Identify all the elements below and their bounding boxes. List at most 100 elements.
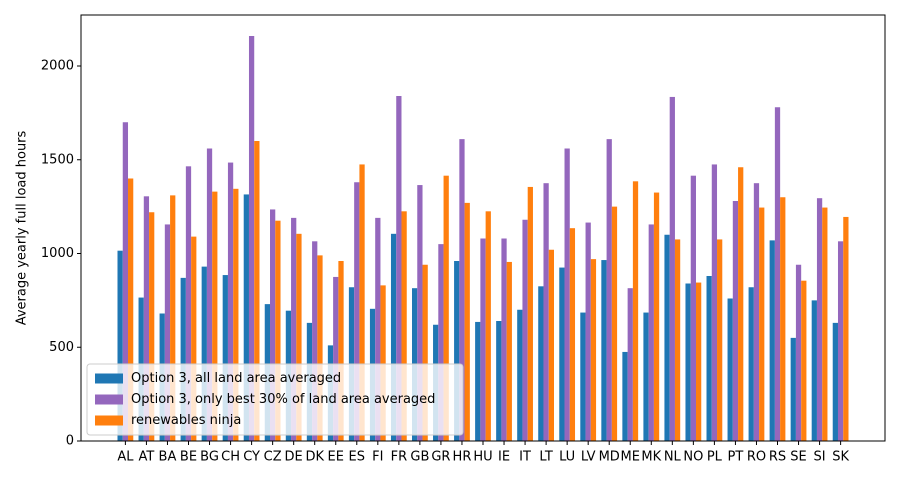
x-tick-label: LV: [581, 450, 596, 465]
bar: [401, 211, 407, 441]
y-tick-label: 1000: [41, 246, 74, 261]
bar: [837, 241, 844, 441]
bar: [212, 191, 218, 441]
x-tick-label: NO: [683, 450, 703, 465]
x-tick-label: FR: [391, 450, 408, 465]
bar: [275, 220, 281, 441]
bar: [669, 96, 675, 441]
bar: [454, 261, 460, 441]
bar: [711, 164, 718, 441]
bar: [312, 241, 318, 441]
bar: [690, 175, 696, 441]
bar: [601, 260, 607, 441]
bar: [475, 321, 481, 441]
bar: [548, 249, 554, 441]
bar: [527, 186, 533, 441]
x-tick-label: FI: [372, 450, 383, 465]
bar: [464, 202, 470, 441]
bar: [359, 164, 365, 441]
x-tick-label: ME: [621, 450, 640, 465]
x-tick-label: ES: [349, 450, 365, 465]
bar: [522, 219, 528, 441]
bar: [559, 267, 565, 441]
bar: [296, 233, 302, 441]
y-tick-label: 500: [49, 340, 74, 355]
x-tick-label: CZ: [264, 450, 282, 465]
y-tick-label: 2000: [41, 59, 74, 74]
x-tick-label: CH: [221, 450, 240, 465]
y-tick-label: 1500: [41, 152, 74, 167]
bar: [317, 255, 323, 441]
bar: [738, 167, 744, 441]
bar: [222, 275, 228, 441]
bar: [564, 148, 570, 441]
legend-swatch: [95, 415, 123, 426]
legend-box: [86, 363, 464, 436]
bar: [291, 217, 297, 441]
bar: [338, 261, 344, 441]
x-tick-label: RO: [747, 450, 766, 465]
legend-swatch: [95, 394, 123, 405]
bar: [180, 277, 186, 441]
bar: [380, 285, 386, 441]
bar: [685, 283, 691, 441]
bar: [122, 122, 129, 441]
axes-frame: [80, 14, 886, 442]
bar: [801, 280, 807, 441]
bar: [732, 201, 739, 441]
bar: [627, 288, 633, 441]
legend-label: renewables ninja: [131, 413, 241, 428]
bar: [727, 298, 733, 441]
x-tick-label: PL: [707, 450, 723, 465]
x-tick-label: LU: [559, 450, 575, 465]
x-tick-label: HU: [473, 450, 492, 465]
bar: [569, 228, 576, 441]
bar: [354, 182, 360, 441]
bar: [816, 198, 823, 441]
bar: [443, 175, 449, 441]
bar: [270, 209, 276, 441]
x-tick-label: IE: [498, 450, 510, 465]
bar: [501, 238, 507, 441]
bar: [538, 286, 544, 441]
y-axis-label: Average yearly full load hours: [15, 130, 30, 325]
x-tick-label: RS: [769, 450, 786, 465]
bar: [248, 36, 255, 441]
bar: [191, 236, 197, 441]
x-tick-label: MK: [641, 450, 661, 465]
bar: [206, 148, 213, 441]
x-tick-label: SE: [790, 450, 806, 465]
x-tick-label: SI: [814, 450, 826, 465]
bar: [422, 264, 428, 441]
bar: [822, 207, 828, 441]
bar: [622, 351, 628, 441]
x-tick-label: SK: [832, 450, 849, 465]
bar: [653, 192, 660, 441]
bar: [233, 188, 239, 441]
x-tick-label: EE: [328, 450, 344, 465]
bar: [774, 107, 781, 441]
x-tick-label: IT: [519, 450, 531, 465]
x-tick-label: GR: [431, 450, 450, 465]
bar: [706, 276, 712, 441]
bar: [580, 312, 586, 441]
bar: [543, 183, 549, 441]
bar: [506, 261, 512, 441]
bar: [164, 224, 171, 441]
bar: [149, 212, 155, 441]
bar: [753, 183, 760, 441]
bar: [517, 309, 523, 441]
bar: [717, 239, 723, 441]
x-tick-label: CY: [243, 450, 260, 465]
bar: [117, 250, 123, 441]
x-tick-label: DE: [285, 450, 303, 465]
bar: [780, 197, 786, 441]
bar: [485, 211, 491, 441]
bar: [648, 224, 654, 441]
legend-label: Option 3, only best 30% of land area ave…: [131, 392, 435, 407]
x-tick-label: PT: [728, 450, 744, 465]
bar: [790, 337, 796, 441]
bar: [674, 239, 681, 441]
bar: [254, 141, 260, 441]
